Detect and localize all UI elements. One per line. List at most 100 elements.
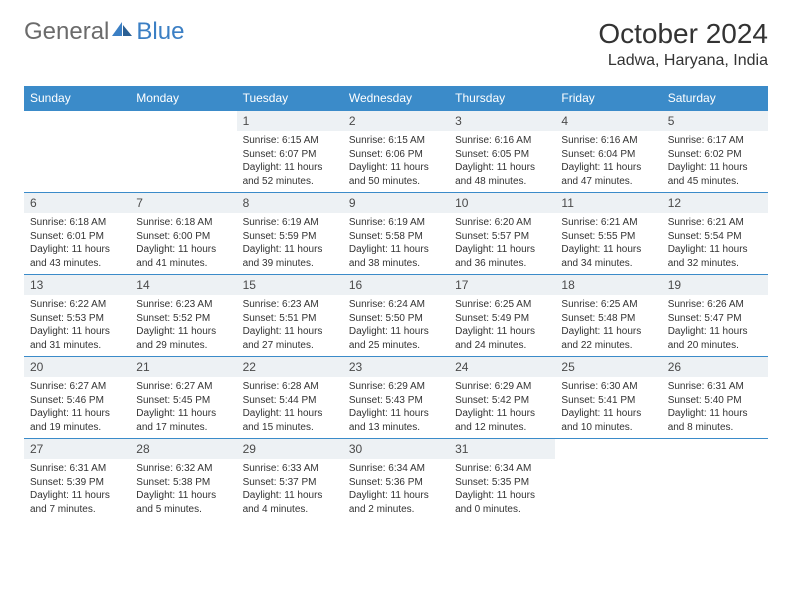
day-content: Sunrise: 6:15 AMSunset: 6:06 PMDaylight:… — [343, 131, 449, 192]
day-line: Sunrise: 6:25 AM — [561, 298, 655, 312]
day-content: Sunrise: 6:34 AMSunset: 5:36 PMDaylight:… — [343, 459, 449, 520]
day-content: Sunrise: 6:28 AMSunset: 5:44 PMDaylight:… — [237, 377, 343, 438]
day-line: Sunset: 5:55 PM — [561, 230, 655, 244]
week-row: 20Sunrise: 6:27 AMSunset: 5:46 PMDayligh… — [24, 357, 768, 439]
day-line: Sunrise: 6:17 AM — [668, 134, 762, 148]
day-line: Sunrise: 6:15 AM — [243, 134, 337, 148]
day-line: Sunset: 6:04 PM — [561, 148, 655, 162]
day-line: Daylight: 11 hours — [349, 489, 443, 503]
day-content: Sunrise: 6:23 AMSunset: 5:51 PMDaylight:… — [237, 295, 343, 356]
day-number: 27 — [24, 439, 130, 459]
dayname-mon: Monday — [130, 86, 236, 111]
day-line: Sunset: 6:06 PM — [349, 148, 443, 162]
day-header-row: Sunday Monday Tuesday Wednesday Thursday… — [24, 86, 768, 111]
day-line: and 10 minutes. — [561, 421, 655, 435]
day-line: Sunset: 5:36 PM — [349, 476, 443, 490]
day-content: Sunrise: 6:21 AMSunset: 5:55 PMDaylight:… — [555, 213, 661, 274]
logo-text-1: General — [24, 18, 109, 46]
day-line: and 12 minutes. — [455, 421, 549, 435]
day-line: Sunrise: 6:18 AM — [136, 216, 230, 230]
day-line: Sunrise: 6:31 AM — [668, 380, 762, 394]
day-line: Daylight: 11 hours — [668, 243, 762, 257]
day-line: Sunrise: 6:23 AM — [136, 298, 230, 312]
day-number: 10 — [449, 193, 555, 213]
day-content: Sunrise: 6:32 AMSunset: 5:38 PMDaylight:… — [130, 459, 236, 520]
day-number: 16 — [343, 275, 449, 295]
day-line: Daylight: 11 hours — [30, 407, 124, 421]
day-number: 6 — [24, 193, 130, 213]
day-number: 5 — [662, 111, 768, 131]
day-line: Daylight: 11 hours — [455, 407, 549, 421]
day-line: Sunrise: 6:29 AM — [349, 380, 443, 394]
day-line: Sunrise: 6:26 AM — [668, 298, 762, 312]
day-line: Daylight: 11 hours — [561, 325, 655, 339]
day-line: Sunrise: 6:34 AM — [349, 462, 443, 476]
dayname-wed: Wednesday — [343, 86, 449, 111]
day-line: Sunset: 6:00 PM — [136, 230, 230, 244]
day-content: Sunrise: 6:16 AMSunset: 6:04 PMDaylight:… — [555, 131, 661, 192]
day-line: Sunset: 5:51 PM — [243, 312, 337, 326]
day-line: Sunrise: 6:21 AM — [561, 216, 655, 230]
day-content: Sunrise: 6:27 AMSunset: 5:46 PMDaylight:… — [24, 377, 130, 438]
dayname-sat: Saturday — [662, 86, 768, 111]
day-cell: 10Sunrise: 6:20 AMSunset: 5:57 PMDayligh… — [449, 193, 555, 275]
day-line: Daylight: 11 hours — [349, 161, 443, 175]
day-cell: 2Sunrise: 6:15 AMSunset: 6:06 PMDaylight… — [343, 111, 449, 193]
day-line: Sunrise: 6:29 AM — [455, 380, 549, 394]
dayname-fri: Friday — [555, 86, 661, 111]
day-line: Sunset: 6:02 PM — [668, 148, 762, 162]
day-line: Daylight: 11 hours — [136, 407, 230, 421]
day-line: Sunset: 5:38 PM — [136, 476, 230, 490]
day-line: Sunrise: 6:19 AM — [349, 216, 443, 230]
day-line: and 19 minutes. — [30, 421, 124, 435]
day-line: Sunset: 5:44 PM — [243, 394, 337, 408]
day-content: Sunrise: 6:22 AMSunset: 5:53 PMDaylight:… — [24, 295, 130, 356]
day-line: and 27 minutes. — [243, 339, 337, 353]
day-line: Daylight: 11 hours — [455, 161, 549, 175]
day-content: Sunrise: 6:30 AMSunset: 5:41 PMDaylight:… — [555, 377, 661, 438]
day-content: Sunrise: 6:17 AMSunset: 6:02 PMDaylight:… — [662, 131, 768, 192]
header: General Blue October 2024 Ladwa, Haryana… — [0, 0, 792, 78]
day-content: Sunrise: 6:20 AMSunset: 5:57 PMDaylight:… — [449, 213, 555, 274]
day-content: Sunrise: 6:29 AMSunset: 5:43 PMDaylight:… — [343, 377, 449, 438]
day-line: Daylight: 11 hours — [30, 243, 124, 257]
week-row: 27Sunrise: 6:31 AMSunset: 5:39 PMDayligh… — [24, 439, 768, 521]
day-line: Sunset: 5:45 PM — [136, 394, 230, 408]
day-line: Daylight: 11 hours — [243, 243, 337, 257]
day-cell — [130, 111, 236, 193]
day-line: and 32 minutes. — [668, 257, 762, 271]
day-number: 30 — [343, 439, 449, 459]
day-line: and 31 minutes. — [30, 339, 124, 353]
logo-sail-icon — [112, 20, 134, 38]
day-content: Sunrise: 6:19 AMSunset: 5:58 PMDaylight:… — [343, 213, 449, 274]
day-line: Daylight: 11 hours — [349, 407, 443, 421]
day-line: and 48 minutes. — [455, 175, 549, 189]
day-cell: 22Sunrise: 6:28 AMSunset: 5:44 PMDayligh… — [237, 357, 343, 439]
day-cell: 15Sunrise: 6:23 AMSunset: 5:51 PMDayligh… — [237, 275, 343, 357]
day-number: 7 — [130, 193, 236, 213]
day-line: Sunset: 5:35 PM — [455, 476, 549, 490]
day-number: 13 — [24, 275, 130, 295]
day-line: Sunset: 5:57 PM — [455, 230, 549, 244]
day-line: and 52 minutes. — [243, 175, 337, 189]
day-cell: 29Sunrise: 6:33 AMSunset: 5:37 PMDayligh… — [237, 439, 343, 521]
day-line: Sunset: 5:39 PM — [30, 476, 124, 490]
day-cell: 1Sunrise: 6:15 AMSunset: 6:07 PMDaylight… — [237, 111, 343, 193]
dayname-thu: Thursday — [449, 86, 555, 111]
day-line: Sunrise: 6:21 AM — [668, 216, 762, 230]
day-content: Sunrise: 6:15 AMSunset: 6:07 PMDaylight:… — [237, 131, 343, 192]
day-line: Sunrise: 6:15 AM — [349, 134, 443, 148]
day-line: Sunrise: 6:16 AM — [455, 134, 549, 148]
day-line: Daylight: 11 hours — [668, 161, 762, 175]
day-number: 31 — [449, 439, 555, 459]
day-line: Sunrise: 6:32 AM — [136, 462, 230, 476]
day-number: 22 — [237, 357, 343, 377]
day-line: Daylight: 11 hours — [349, 325, 443, 339]
calendar: Sunday Monday Tuesday Wednesday Thursday… — [24, 86, 768, 520]
day-cell: 12Sunrise: 6:21 AMSunset: 5:54 PMDayligh… — [662, 193, 768, 275]
day-cell: 23Sunrise: 6:29 AMSunset: 5:43 PMDayligh… — [343, 357, 449, 439]
day-line: Daylight: 11 hours — [30, 489, 124, 503]
day-line: Sunset: 5:54 PM — [668, 230, 762, 244]
day-line: Daylight: 11 hours — [561, 407, 655, 421]
dayname-tue: Tuesday — [237, 86, 343, 111]
